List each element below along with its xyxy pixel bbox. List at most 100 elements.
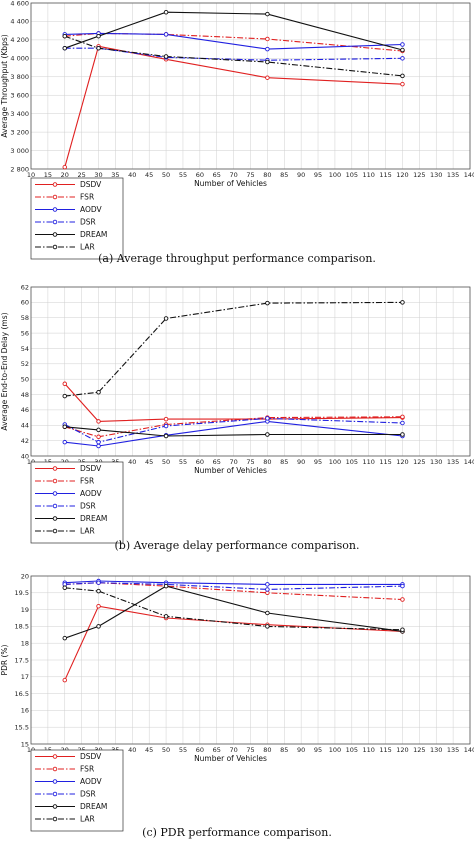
x-tick-label: 125 bbox=[413, 746, 425, 754]
x-tick-label: 105 bbox=[346, 746, 358, 754]
x-tick-label: 90 bbox=[297, 458, 305, 466]
data-point-lar bbox=[96, 45, 101, 51]
y-axis-label: Average Throughput (Kbps) bbox=[0, 34, 9, 137]
y-tick-label: 50 bbox=[21, 375, 29, 383]
y-tick-label: 52 bbox=[21, 360, 29, 368]
x-tick-label: 35 bbox=[111, 171, 119, 179]
legend-label-aodv: AODV bbox=[80, 489, 103, 498]
data-point-dream bbox=[163, 433, 169, 439]
legend-marker-fsr bbox=[52, 766, 58, 772]
data-point-lar bbox=[400, 300, 405, 305]
legend-label-fsr: FSR bbox=[80, 193, 94, 202]
y-tick-label: 16 bbox=[21, 707, 29, 715]
y-tick-label: 46 bbox=[21, 406, 29, 414]
x-tick-label: 120 bbox=[396, 458, 408, 466]
x-tick-label: 75 bbox=[246, 458, 254, 466]
data-point-dsr bbox=[265, 587, 270, 592]
y-tick-label: 19 bbox=[21, 606, 29, 614]
data-point-dream bbox=[96, 624, 101, 629]
x-tick-label: 45 bbox=[145, 746, 153, 754]
legend-marker-aodv bbox=[52, 207, 58, 212]
x-tick-label: 135 bbox=[447, 171, 459, 179]
data-point-dsr bbox=[400, 583, 405, 589]
x-axis-label: Number of Vehicles bbox=[194, 754, 267, 763]
data-point-dsdv bbox=[62, 164, 68, 170]
legend-marker-fsr bbox=[52, 194, 58, 200]
chart-1: 10 15 20 25 30 35 40 45 50 55 60 65 70 75 80 85 90 95 100 1… bbox=[0, 0, 474, 265]
legend-label-dsr: DSR bbox=[80, 790, 96, 799]
legend-label-aodv: AODV bbox=[80, 205, 103, 214]
legend-label-dsdv: DSDV bbox=[80, 752, 102, 761]
data-point-dream bbox=[265, 11, 270, 17]
legend-marker-dream bbox=[52, 804, 58, 809]
legend-marker-aodv bbox=[52, 779, 58, 784]
legend-marker-lar bbox=[52, 816, 58, 822]
x-tick-label: 40 bbox=[128, 746, 136, 754]
x-tick-label: 130 bbox=[430, 746, 442, 754]
y-axis-label: Average End-to-End Delay (ms) bbox=[0, 312, 9, 430]
data-point-dsdv bbox=[96, 603, 101, 609]
data-point-lar bbox=[62, 585, 68, 591]
data-point-dream bbox=[400, 47, 405, 53]
x-tick-label: 70 bbox=[229, 458, 237, 466]
x-tick-label: 110 bbox=[362, 746, 374, 754]
x-tick-label: 105 bbox=[346, 458, 358, 466]
data-point-dsdv bbox=[163, 416, 169, 422]
x-tick-label: 20 bbox=[61, 171, 69, 179]
data-point-aodv bbox=[265, 582, 270, 587]
x-tick-label: 115 bbox=[379, 746, 391, 754]
data-point-dream bbox=[265, 610, 270, 616]
data-point-dream bbox=[265, 432, 270, 437]
data-point-dream bbox=[163, 583, 169, 589]
data-point-dsr bbox=[400, 56, 405, 61]
x-tick-label: 60 bbox=[196, 746, 204, 754]
x-tick-label: 125 bbox=[413, 171, 425, 179]
x-tick-label: 120 bbox=[396, 746, 408, 754]
x-tick-label: 60 bbox=[196, 171, 204, 179]
y-tick-label: 40 bbox=[21, 452, 29, 460]
data-point-dsr bbox=[163, 423, 169, 429]
x-tick-label: 70 bbox=[229, 171, 237, 179]
y-tick-label: 3 800 bbox=[10, 73, 29, 81]
legend-label-lar: LAR bbox=[80, 527, 95, 536]
legend-label-dsdv: DSDV bbox=[80, 180, 102, 189]
data-point-dream bbox=[400, 432, 405, 437]
legend-marker-dsr bbox=[52, 503, 58, 509]
x-tick-label: 95 bbox=[314, 171, 322, 179]
x-tick-label: 45 bbox=[145, 171, 153, 179]
y-tick-label: 18 bbox=[21, 640, 29, 648]
data-point-dsr bbox=[400, 420, 405, 426]
legend-label-fsr: FSR bbox=[80, 765, 94, 774]
data-point-lar bbox=[163, 614, 169, 619]
legend-marker-dream bbox=[52, 232, 58, 237]
x-tick-label: 65 bbox=[213, 171, 221, 179]
data-point-aodv bbox=[163, 32, 169, 37]
data-point-lar bbox=[265, 59, 270, 65]
data-point-dsr bbox=[96, 439, 101, 445]
x-tick-label: 140 bbox=[464, 171, 474, 179]
data-point-aodv bbox=[400, 42, 405, 47]
legend-label-dream: DREAM bbox=[80, 230, 107, 239]
x-tick-label: 100 bbox=[329, 746, 341, 754]
x-tick-label: 60 bbox=[196, 458, 204, 466]
x-tick-label: 85 bbox=[280, 171, 288, 179]
y-tick-label: 62 bbox=[21, 283, 29, 291]
data-point-lar bbox=[400, 627, 405, 633]
x-tick-label: 110 bbox=[362, 171, 374, 179]
legend-marker-dsdv bbox=[52, 182, 58, 187]
y-tick-label: 4 600 bbox=[10, 0, 29, 7]
x-tick-label: 130 bbox=[430, 171, 442, 179]
y-tick-label: 4 000 bbox=[10, 55, 29, 63]
x-tick-label: 55 bbox=[179, 458, 187, 466]
x-tick-label: 100 bbox=[329, 458, 341, 466]
plot-frame bbox=[30, 2, 471, 170]
legend-label-dream: DREAM bbox=[80, 802, 107, 811]
x-tick-label: 95 bbox=[314, 458, 322, 466]
legend-marker-fsr bbox=[52, 478, 58, 484]
data-point-lar bbox=[163, 54, 169, 59]
x-tick-label: 115 bbox=[379, 458, 391, 466]
y-tick-label: 42 bbox=[21, 437, 29, 445]
plot-frame bbox=[30, 286, 471, 457]
x-tick-label: 115 bbox=[379, 171, 391, 179]
y-tick-label: 18.5 bbox=[15, 623, 29, 631]
